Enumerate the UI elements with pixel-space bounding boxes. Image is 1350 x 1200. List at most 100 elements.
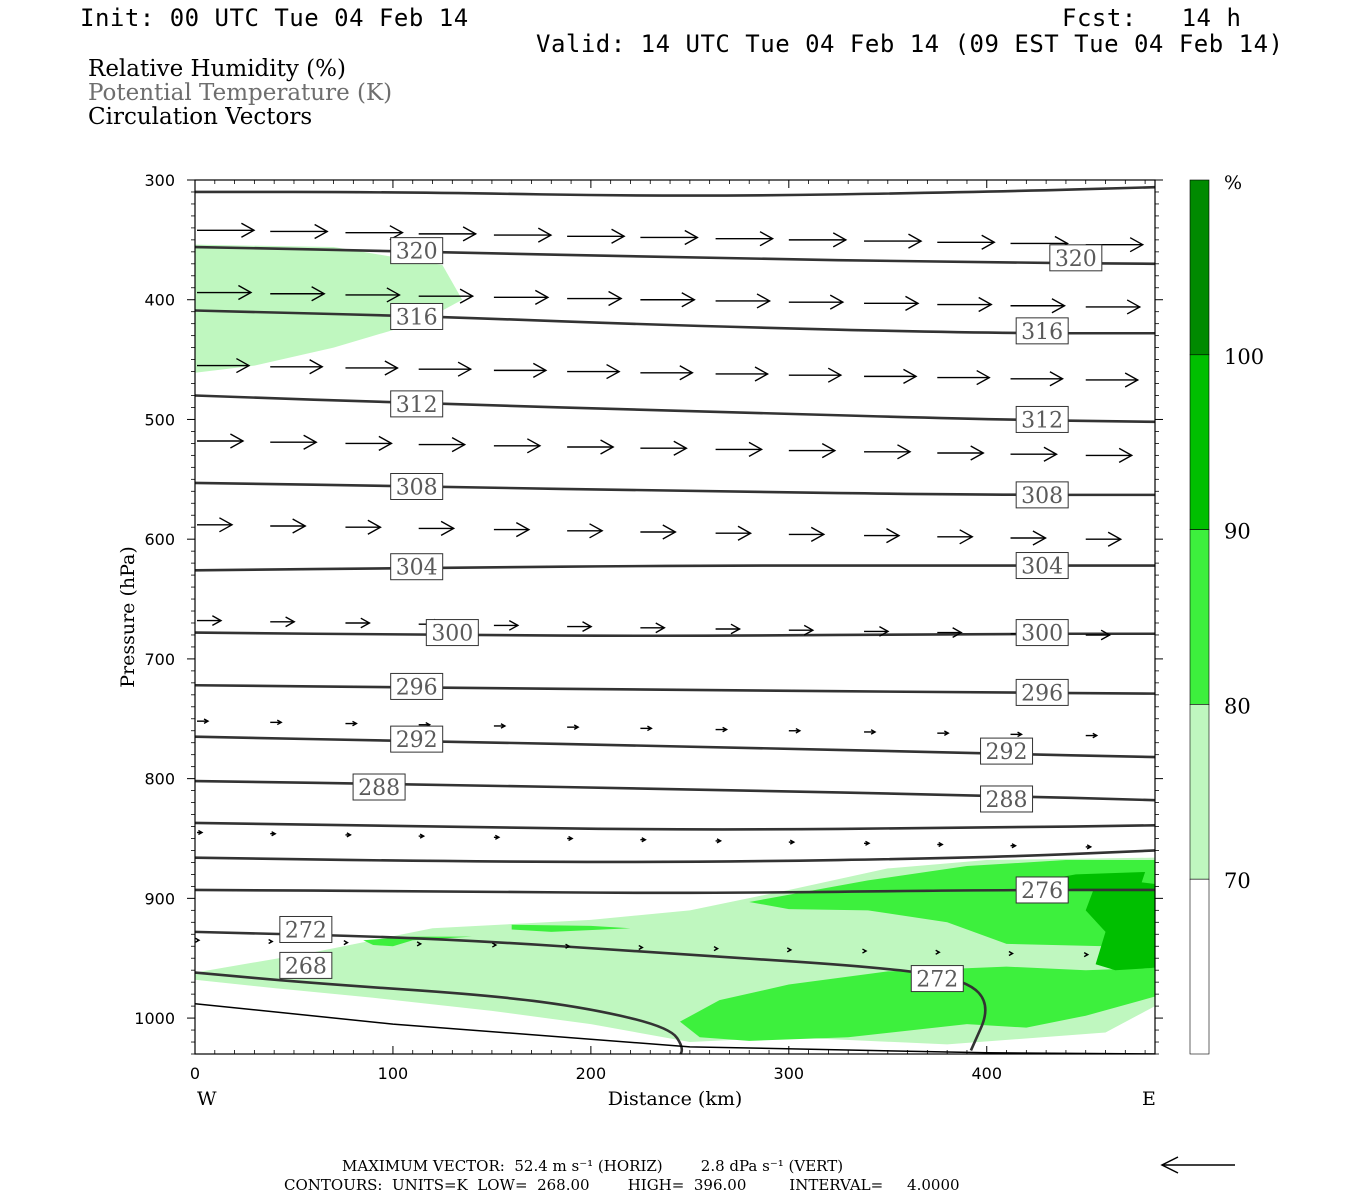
circulation-vector	[343, 940, 349, 946]
circulation-vector	[418, 288, 475, 304]
circulation-vector	[864, 444, 912, 460]
circulation-vector	[715, 231, 775, 247]
contour-label-276: 276	[1015, 876, 1069, 904]
circulation-vector	[864, 840, 871, 846]
contour-label-312: 312	[1015, 405, 1069, 433]
theta-contour-304	[195, 564, 1155, 572]
circulation-vector	[1010, 371, 1064, 387]
contour-label-296: 296	[390, 672, 444, 700]
circulation-vector	[197, 284, 253, 301]
valid-time: Valid: 14 UTC Tue 04 Feb 14 (09 EST Tue …	[536, 30, 1284, 58]
max-vector-reference-arrow	[1160, 1156, 1235, 1174]
circulation-vector	[715, 726, 729, 733]
svg-text:288: 288	[358, 776, 400, 801]
circulation-vector	[493, 521, 531, 538]
circulation-vector	[197, 718, 210, 724]
circulation-vector	[937, 445, 985, 461]
svg-text:320: 320	[396, 240, 438, 265]
theta-contour-300	[195, 631, 1155, 638]
colorbar-segment	[1189, 878, 1210, 1055]
circulation-vector	[937, 529, 974, 545]
x-axis-label: Distance (km)	[608, 1088, 743, 1110]
colorbar-level-90: 90	[1224, 520, 1251, 544]
contour-label-292: 292	[980, 737, 1034, 765]
circulation-vector	[788, 367, 843, 383]
circulation-vector	[937, 296, 993, 313]
y-tick-label: 700	[144, 650, 175, 669]
circulation-vector	[788, 442, 837, 459]
svg-text:292: 292	[396, 728, 438, 753]
circulation-vector	[345, 287, 401, 303]
y-tick-label: 1000	[134, 1009, 175, 1028]
circulation-vector	[197, 222, 256, 238]
contour-label-320: 320	[390, 237, 444, 265]
x-tick-label: 100	[378, 1064, 409, 1083]
circulation-vector	[638, 944, 644, 951]
svg-text:304: 304	[396, 556, 438, 581]
contour-label-288: 288	[352, 773, 406, 801]
svg-text:288: 288	[986, 788, 1028, 813]
circulation-vector	[788, 624, 815, 636]
circulation-vector	[567, 228, 626, 244]
y-tick-label: 300	[144, 171, 175, 190]
theta-contour-280	[195, 849, 1155, 864]
circulation-vector	[418, 520, 456, 537]
circulation-vector	[864, 625, 890, 637]
y-tick-label: 600	[144, 530, 175, 549]
x-tick-label: 200	[576, 1064, 607, 1083]
circulation-vector	[864, 233, 923, 249]
circulation-vector	[418, 361, 473, 377]
circulation-vector	[715, 441, 764, 458]
circulation-vector	[418, 833, 426, 839]
contour-label-304: 304	[390, 553, 444, 581]
circulation-vector	[1085, 844, 1093, 850]
circulation-vector	[1083, 952, 1090, 958]
rh-region-90-100-6	[1085, 880, 1155, 971]
contour-label-296: 296	[1015, 678, 1069, 706]
theta-contour-268	[195, 971, 684, 1054]
contour-label-304: 304	[1015, 552, 1069, 580]
circulation-vector	[418, 436, 467, 453]
circulation-vector	[788, 526, 826, 543]
svg-text:308: 308	[1021, 484, 1063, 509]
theta-contour-316	[195, 309, 1155, 335]
legend-circulation-vectors: Circulation Vectors	[88, 104, 313, 130]
svg-text:308: 308	[396, 475, 438, 500]
legend-potential-temperature: Potential Temperature (K)	[88, 80, 393, 106]
circulation-vector	[864, 527, 901, 544]
y-tick-label: 900	[144, 889, 175, 908]
contour-label-316: 316	[1015, 317, 1069, 345]
circulation-vector	[491, 942, 498, 948]
svg-text:276: 276	[1021, 879, 1063, 904]
circulation-vector	[937, 841, 944, 848]
x-axis-east-label: E	[1142, 1088, 1156, 1110]
circulation-vector	[1085, 732, 1099, 739]
legend-relative-humidity: Relative Humidity (%)	[88, 56, 346, 82]
circulation-vector	[1010, 731, 1023, 738]
colorbar-segment	[1189, 529, 1210, 705]
y-tick-label: 800	[144, 770, 175, 789]
x-tick-label: 300	[774, 1064, 805, 1083]
circulation-vector	[715, 525, 753, 541]
circulation-vector	[862, 948, 868, 954]
circulation-vector	[493, 619, 520, 631]
circulation-vector	[345, 832, 352, 838]
terrain-surface-line	[195, 1002, 1155, 1054]
circulation-vector	[937, 234, 996, 250]
contour-label-316: 316	[390, 302, 444, 330]
circulation-vector	[197, 517, 234, 533]
theta-contour-296	[195, 683, 1155, 695]
circulation-vector	[567, 363, 621, 380]
circulation-vector	[1010, 530, 1047, 546]
rh-region-80-90-4	[363, 936, 473, 947]
circulation-vector	[937, 730, 950, 736]
colorbar-segment	[1189, 354, 1210, 530]
circulation-vector	[1085, 629, 1112, 641]
theta-contour-276	[195, 888, 1155, 895]
svg-text:300: 300	[431, 622, 473, 647]
colorbar-segment	[1189, 704, 1210, 880]
circulation-vector	[1085, 447, 1134, 464]
circulation-vector	[788, 727, 802, 734]
circulation-vector	[567, 523, 604, 539]
